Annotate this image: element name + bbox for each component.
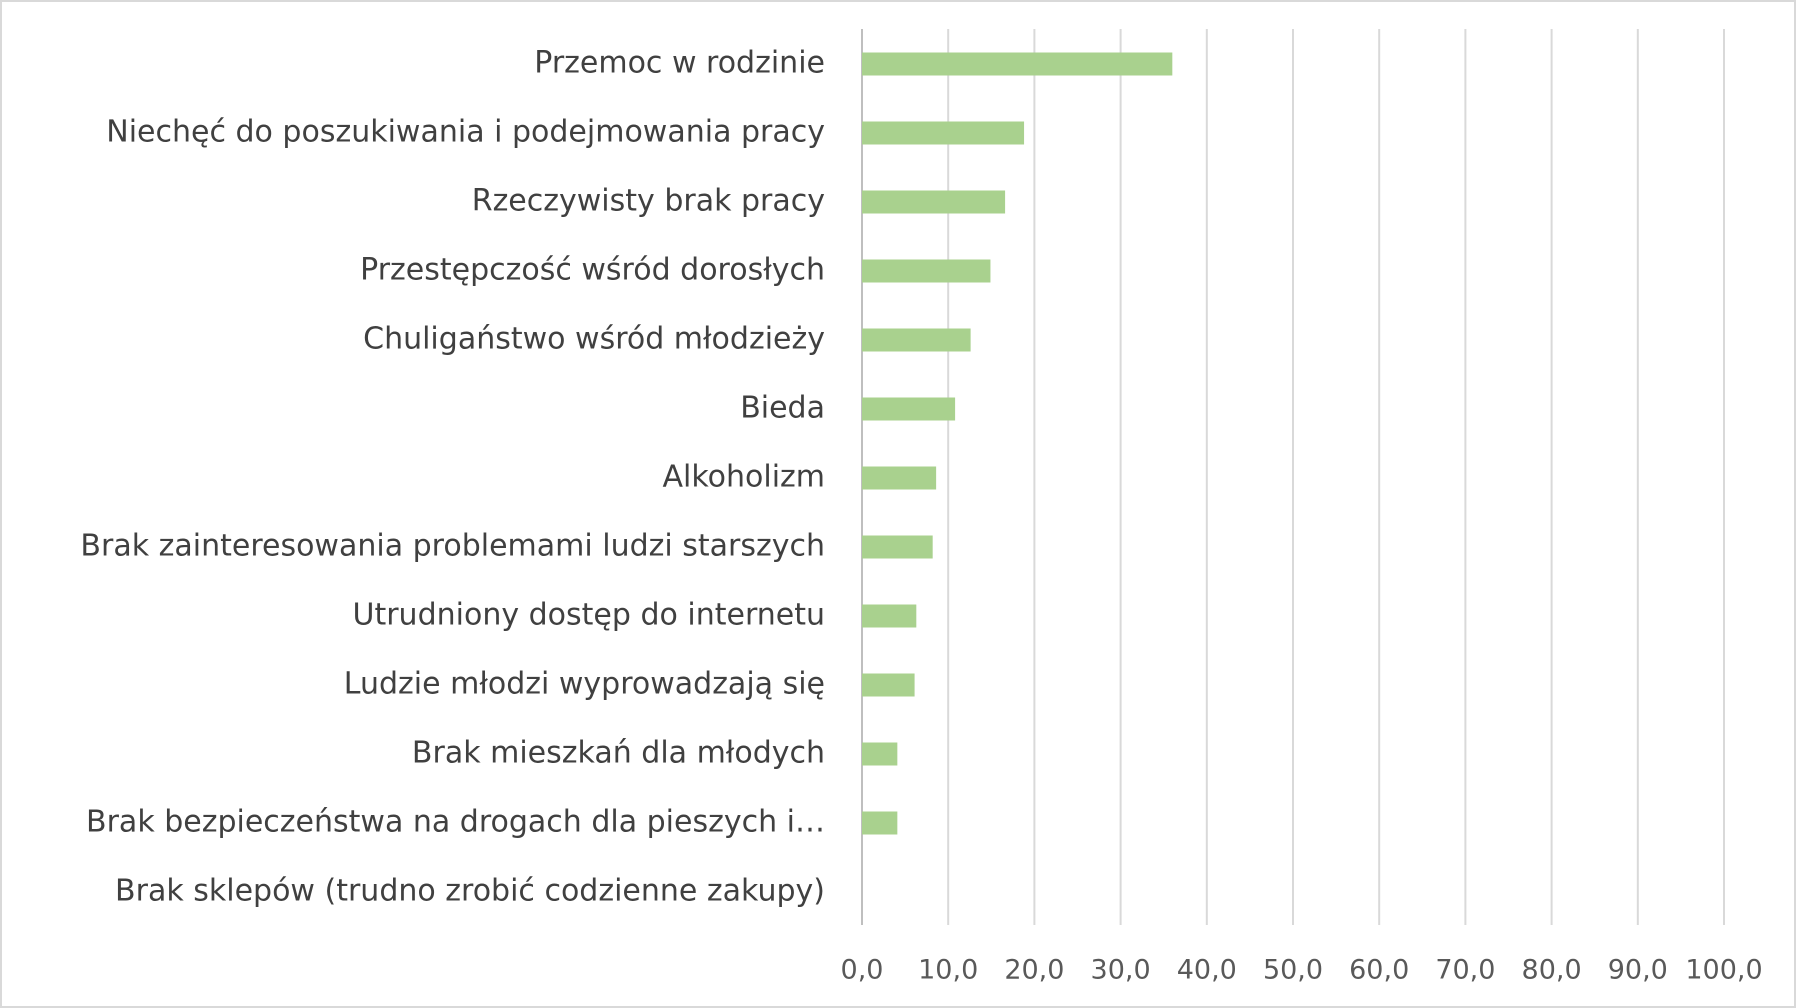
bar (862, 604, 917, 628)
y-tick-label: Rzeczywisty brak pracy (472, 184, 825, 219)
x-tick-label: 40,0 (1177, 955, 1237, 986)
bar (862, 535, 933, 559)
x-tick-label: 50,0 (1263, 955, 1323, 986)
y-tick-label: Przestępczość wśród dorosłych (360, 253, 825, 288)
bar (862, 466, 937, 490)
x-tick-label: 0,0 (841, 955, 884, 986)
bar (862, 52, 1173, 76)
bar (862, 811, 898, 835)
bar (862, 190, 1006, 214)
bar (862, 121, 1025, 145)
x-tick-label: 60,0 (1349, 955, 1409, 986)
y-tick-label: Bieda (740, 391, 825, 426)
y-tick-label: Brak sklepów (trudno zrobić codzienne za… (115, 874, 825, 909)
bar (862, 397, 956, 421)
y-tick-label: Brak bezpieczeństwa na drogach dla piesz… (86, 805, 825, 840)
y-tick-label: Alkoholizm (662, 460, 825, 495)
x-tick-label: 90,0 (1608, 955, 1668, 986)
bar (862, 673, 915, 697)
y-tick-label: Brak mieszkań dla młodych (412, 736, 825, 771)
x-tick-label: 20,0 (1004, 955, 1064, 986)
y-tick-label: Utrudniony dostęp do internetu (353, 598, 826, 633)
x-tick-label: 80,0 (1522, 955, 1582, 986)
bar (862, 259, 991, 283)
x-tick-label: 10,0 (918, 955, 978, 986)
y-tick-label: Niechęć do poszukiwania i podejmowania p… (106, 115, 825, 150)
bar (862, 328, 971, 352)
y-tick-label: Ludzie młodzi wyprowadzają się (344, 667, 825, 702)
y-tick-label: Chuligaństwo wśród młodzieży (363, 322, 825, 357)
bar (862, 742, 898, 766)
y-tick-label: Brak zainteresowania problemami ludzi st… (80, 529, 825, 564)
y-tick-label: Przemoc w rodzinie (534, 46, 825, 81)
x-tick-label: 30,0 (1091, 955, 1151, 986)
x-tick-label: 70,0 (1435, 955, 1495, 986)
x-tick-label: 100,0 (1685, 955, 1762, 986)
